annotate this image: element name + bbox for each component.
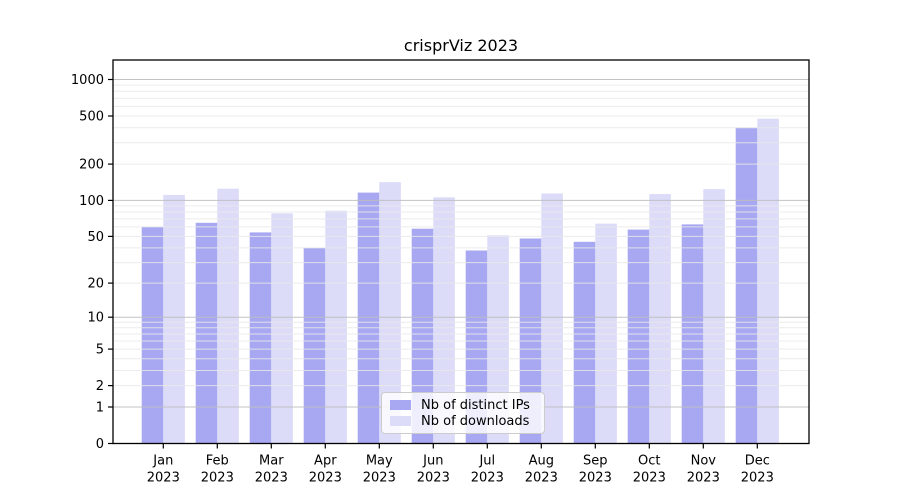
legend-item-distinct-ips: Nb of distinct IPs [390, 397, 535, 413]
bar-downloads-oct [649, 194, 671, 444]
y-tick-label: 2 [96, 379, 104, 394]
legend-item-downloads: Nb of downloads [390, 413, 535, 429]
x-tick-label-year: 2023 [579, 471, 612, 486]
x-tick-label-month: Jan [152, 454, 173, 469]
x-tick-label-year: 2023 [525, 471, 558, 486]
x-tick-label-month: Dec [745, 454, 770, 469]
legend: Nb of distinct IPs Nb of downloads [381, 392, 545, 434]
legend-label-downloads: Nb of downloads [421, 413, 530, 429]
y-tick-label: 200 [79, 158, 104, 173]
x-tick-label-year: 2023 [471, 471, 504, 486]
y-tick-label: 500 [79, 110, 104, 125]
bar-distinct-ips-oct [627, 229, 650, 444]
legend-swatch-distinct-ips [390, 400, 411, 410]
x-tick-label-year: 2023 [741, 471, 774, 486]
x-tick-label-month: Feb [206, 454, 229, 469]
x-tick-label-month: Aug [529, 454, 554, 469]
legend-label-distinct-ips: Nb of distinct IPs [421, 397, 530, 413]
x-tick-label-year: 2023 [309, 471, 342, 486]
x-tick-label-month: Oct [638, 454, 660, 469]
y-tick-label: 5 [96, 343, 104, 358]
bar-distinct-ips-sep [573, 241, 596, 444]
y-tick-label: 1000 [71, 73, 104, 88]
x-tick-label-year: 2023 [201, 471, 234, 486]
x-tick-label-year: 2023 [147, 471, 180, 486]
bar-distinct-ips-apr [303, 247, 326, 444]
x-tick-label-year: 2023 [363, 471, 396, 486]
chart-title: crisprViz 2023 [403, 36, 519, 55]
bar-downloads-jan [163, 194, 185, 444]
x-tick-label-month: Jun [422, 454, 443, 469]
bar-downloads-jul [487, 235, 509, 444]
bar-downloads-nov [703, 189, 725, 444]
bar-distinct-ips-mar [249, 232, 272, 444]
x-tick-label-month: May [366, 454, 393, 469]
bar-downloads-feb [217, 188, 239, 444]
y-tick-label: 1 [96, 401, 104, 416]
bar-distinct-ips-feb [195, 222, 218, 444]
bar-downloads-apr [325, 210, 347, 444]
bar-distinct-ips-jan [141, 226, 164, 444]
x-tick-label-month: Mar [259, 454, 284, 469]
legend-swatch-downloads [390, 416, 411, 426]
x-tick-label-month: Nov [691, 454, 717, 469]
y-tick-label: 10 [87, 311, 104, 326]
x-tick-label-year: 2023 [687, 471, 720, 486]
y-tick-label: 100 [79, 194, 104, 209]
bar-downloads-aug [541, 193, 563, 444]
x-tick-label-year: 2023 [633, 471, 666, 486]
bar-downloads-dec [757, 118, 779, 444]
bar-downloads-jun [433, 197, 455, 444]
y-tick-label: 50 [87, 230, 104, 245]
y-tick-label: 0 [96, 437, 104, 452]
x-tick-label-month: Apr [314, 454, 337, 469]
plot-frame [112, 59, 810, 445]
bar-distinct-ips-may [357, 192, 380, 444]
x-tick-label-month: Jul [478, 454, 495, 469]
y-tick-label: 20 [87, 277, 104, 292]
x-tick-label-year: 2023 [417, 471, 450, 486]
bar-distinct-ips-jun [411, 228, 434, 444]
x-tick-label-month: Sep [583, 454, 608, 469]
x-tick-label-year: 2023 [255, 471, 288, 486]
bar-distinct-ips-dec [735, 127, 758, 444]
